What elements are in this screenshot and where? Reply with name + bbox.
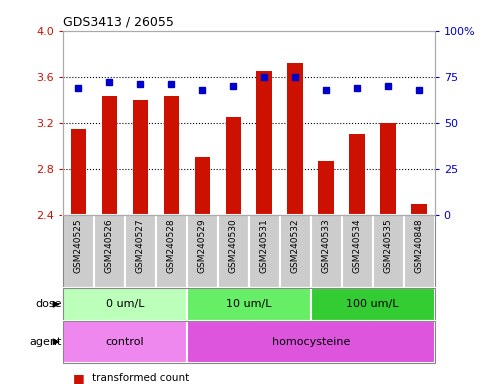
- Text: GDS3413 / 26055: GDS3413 / 26055: [63, 15, 174, 28]
- Bar: [287, 63, 303, 215]
- Text: GSM240532: GSM240532: [291, 219, 300, 273]
- Text: homocysteine: homocysteine: [271, 337, 350, 347]
- Bar: [226, 117, 241, 215]
- Text: dose: dose: [36, 299, 62, 310]
- Bar: [311, 288, 435, 321]
- Bar: [71, 129, 86, 215]
- Text: GSM240527: GSM240527: [136, 219, 145, 273]
- Text: agent: agent: [30, 337, 62, 347]
- Bar: [63, 215, 94, 288]
- Bar: [381, 123, 396, 215]
- Text: GSM240535: GSM240535: [384, 219, 393, 273]
- Text: transformed count: transformed count: [92, 373, 189, 383]
- Bar: [125, 215, 156, 288]
- Bar: [187, 288, 311, 321]
- Text: GSM240528: GSM240528: [167, 219, 176, 273]
- Text: GSM240525: GSM240525: [74, 219, 83, 273]
- Bar: [187, 321, 435, 363]
- Bar: [164, 96, 179, 215]
- Bar: [94, 215, 125, 288]
- Text: GSM240531: GSM240531: [260, 219, 269, 273]
- Bar: [132, 100, 148, 215]
- Text: 0 um/L: 0 um/L: [105, 299, 144, 310]
- Text: GSM240533: GSM240533: [322, 219, 331, 273]
- Bar: [101, 96, 117, 215]
- Text: 10 um/L: 10 um/L: [226, 299, 271, 310]
- Bar: [311, 215, 342, 288]
- Text: GSM240530: GSM240530: [229, 219, 238, 273]
- Bar: [404, 215, 435, 288]
- Bar: [342, 215, 373, 288]
- Bar: [63, 321, 187, 363]
- Text: 100 um/L: 100 um/L: [346, 299, 399, 310]
- Bar: [156, 215, 187, 288]
- Bar: [63, 288, 187, 321]
- Text: GSM240529: GSM240529: [198, 219, 207, 273]
- Bar: [256, 71, 272, 215]
- Bar: [318, 161, 334, 215]
- Bar: [280, 215, 311, 288]
- Text: GSM240526: GSM240526: [105, 219, 114, 273]
- Bar: [373, 215, 404, 288]
- Bar: [412, 204, 427, 215]
- Text: ■: ■: [72, 372, 84, 384]
- Bar: [249, 215, 280, 288]
- Bar: [195, 157, 210, 215]
- Bar: [218, 215, 249, 288]
- Text: GSM240848: GSM240848: [415, 219, 424, 273]
- Text: control: control: [105, 337, 144, 347]
- Text: GSM240534: GSM240534: [353, 219, 362, 273]
- Bar: [350, 134, 365, 215]
- Bar: [187, 215, 218, 288]
